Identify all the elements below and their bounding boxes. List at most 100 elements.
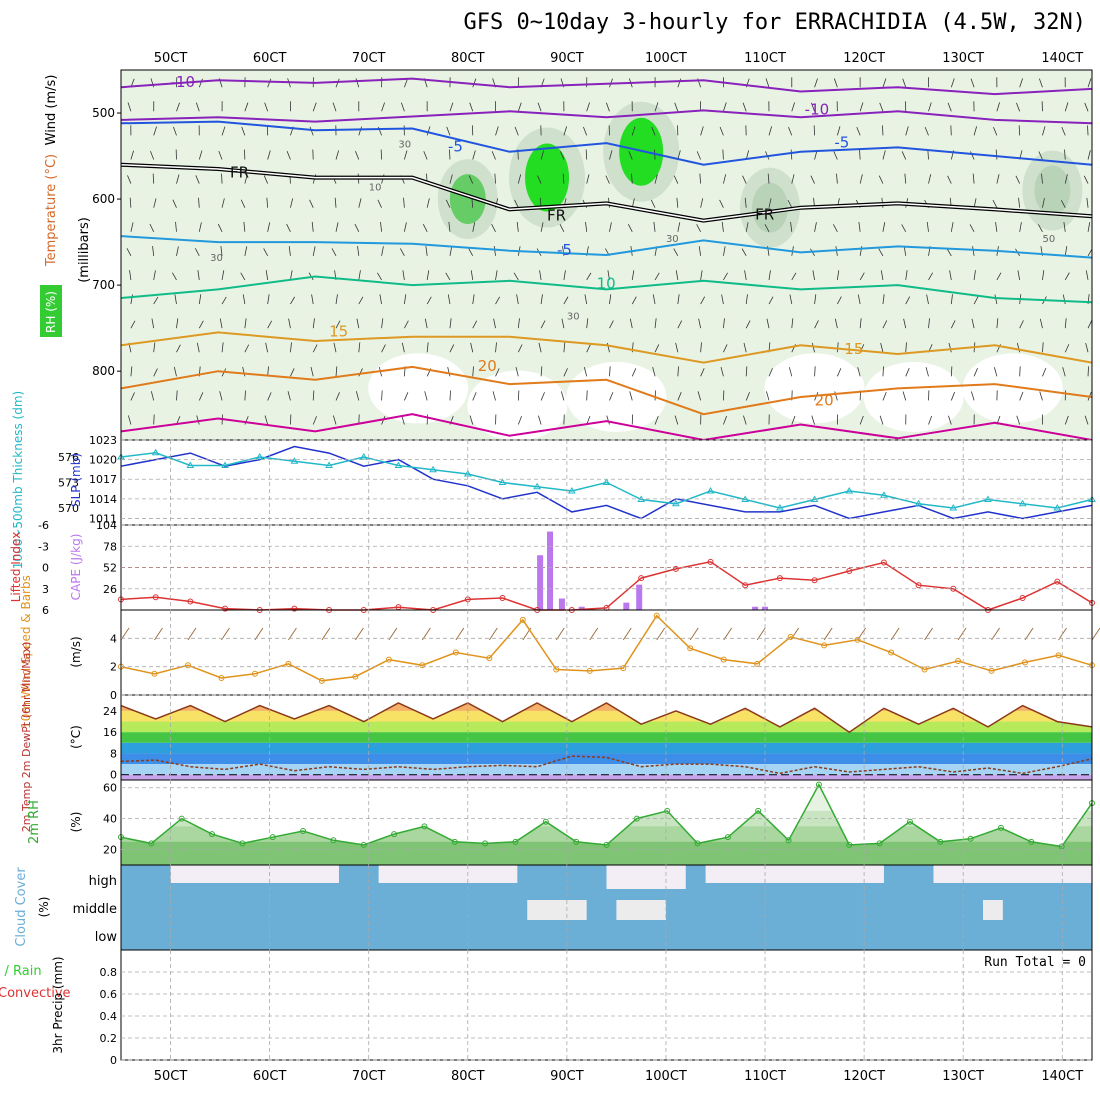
ylabel-temperature: Temperature (°C) (44, 154, 59, 267)
wind-barb (263, 175, 269, 184)
thickness-point (429, 465, 437, 473)
wind-barb (673, 248, 679, 257)
lifted-index-point (846, 568, 853, 575)
wind-speed-point (787, 633, 794, 640)
wind-barb (173, 366, 177, 377)
wind-barb (288, 246, 291, 256)
wind-barb (834, 391, 838, 401)
wind-barb (127, 415, 132, 425)
thickness-point (949, 504, 958, 511)
temp-band (121, 753, 1092, 765)
isotherm-label: 10 (597, 275, 616, 293)
wind-barb (654, 344, 660, 353)
wind-speed-point (184, 662, 191, 669)
rh-2m-point (209, 831, 216, 838)
wind-barb (947, 102, 952, 112)
wind-barb (381, 318, 384, 329)
wind-barb (244, 390, 246, 401)
wind-barb (218, 150, 223, 160)
thickness-point (776, 504, 784, 511)
cloud-level-label: middle (73, 902, 117, 917)
y-axis-labels: Wind (m/s) Temperature (°C) RH (%) (milliba… (0, 75, 92, 1054)
wind-barb (882, 294, 885, 305)
lifted-index-point (291, 605, 298, 612)
wind-barb (263, 248, 268, 257)
wind-barb (176, 246, 179, 256)
wind-barb (560, 391, 565, 401)
wind-barb (834, 318, 838, 329)
wind-barb (882, 320, 888, 329)
x-tick-label-top: 140CT (1041, 51, 1083, 66)
wind-barb (1084, 102, 1089, 112)
cape-bar (578, 606, 585, 610)
wind-barb (697, 391, 702, 401)
wind-barb (723, 272, 728, 281)
wind-barb (310, 366, 314, 377)
wind-barb (1038, 224, 1043, 232)
wind-barb (472, 150, 476, 160)
wind-barb (903, 246, 907, 256)
thickness-slp-panel (117, 445, 1096, 520)
slp-tick-label: 1014 (89, 493, 117, 506)
wind-barb (472, 294, 475, 305)
wind-barb (607, 270, 610, 281)
wind-barb (878, 248, 884, 257)
rh-2m-point (846, 841, 853, 848)
wind-speed-point (318, 677, 325, 684)
wind-barb (309, 126, 314, 136)
wind-barb (859, 318, 862, 329)
wind-barb (516, 221, 519, 232)
wind-barb (153, 296, 159, 305)
wind-barb (380, 221, 382, 232)
thickness-point (914, 499, 923, 507)
wind-barb (700, 270, 703, 281)
ylabel-thickness: 1000~500mb Thickness (dm) (11, 391, 25, 569)
wind-barb (653, 221, 656, 232)
rh-contour-label: 30 (666, 234, 679, 245)
wind-barb (1064, 272, 1070, 281)
wind-barb (1019, 320, 1024, 329)
wind-barb (402, 270, 405, 281)
temp-line (120, 702, 1093, 734)
y-tick-label: 600 (92, 192, 115, 206)
isotherm-hot (121, 413, 1092, 440)
wind-barb (928, 318, 930, 329)
wind-barb (153, 342, 156, 353)
wind-barb (677, 150, 681, 160)
wind-barb (358, 296, 364, 305)
precip-panel: Run Total = 0 (984, 955, 1086, 970)
wind-barb (857, 294, 861, 305)
wind-barb (517, 174, 522, 184)
cape-bar (623, 602, 630, 610)
rh-tick-label: 20 (103, 844, 117, 857)
wind-barb (560, 151, 565, 160)
wind-barb (130, 392, 135, 401)
wind-barb (766, 318, 770, 329)
cape-tick-label: 52 (103, 562, 117, 575)
wind-barb (901, 224, 907, 232)
wind-barb (882, 366, 884, 377)
wind-barb (744, 197, 747, 208)
rh-contour-label: 50 (1042, 234, 1055, 245)
wind-barb (286, 151, 291, 160)
wind-barb-10m (321, 627, 331, 641)
wind-barb (586, 318, 589, 329)
thickness-point (1053, 504, 1062, 511)
wind-barb (973, 296, 979, 305)
wind-barb (882, 78, 887, 88)
wind-barb (586, 102, 590, 112)
wind-barb (1087, 222, 1091, 232)
x-tick-label-bottom: 120CT (843, 1069, 885, 1084)
wind-barb (675, 342, 679, 353)
rh-2m-point (391, 831, 398, 838)
wind-barb (309, 199, 314, 208)
wind-barb (925, 367, 929, 377)
wind-barb (335, 392, 340, 401)
wind-barb (472, 78, 477, 88)
thickness-point (394, 461, 403, 468)
wind-10m-panel (118, 612, 1100, 684)
wind-barb (1062, 367, 1066, 377)
x-tick-label-bottom: 70CT (352, 1069, 386, 1084)
thickness-point (221, 461, 229, 468)
rh-2m-point (906, 818, 913, 825)
